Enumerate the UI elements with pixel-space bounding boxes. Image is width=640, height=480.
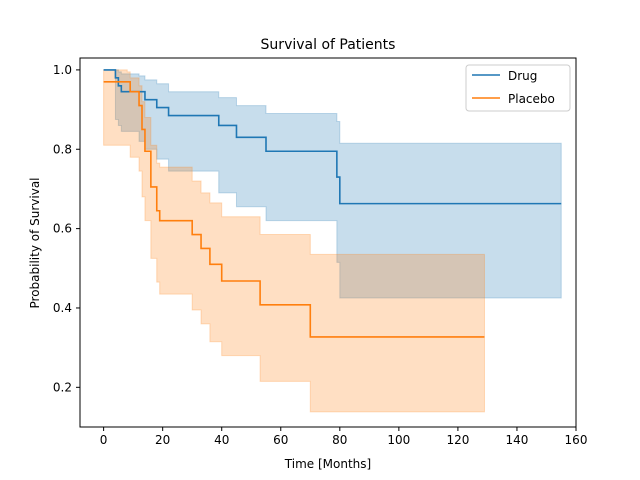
x-tick-label: 100 [387,433,410,447]
confidence-band-drug [103,69,562,299]
legend-label-drug: Drug [508,69,537,83]
axis-ticks: 0 20 40 60 80 100 120 140 160 0.2 0.4 0.6 0.8 1.0 [53,63,588,447]
survival-line-drug [103,69,562,205]
y-tick-label: 0.4 [53,301,72,315]
y-axis-label: Probability of Survival [28,177,42,308]
y-tick-label: 0.8 [53,142,72,156]
survival-line-placebo [103,81,485,338]
chart-title: Survival of Patients [261,37,396,53]
x-tick-label: 0 [100,433,108,447]
legend-box [465,64,571,112]
x-tick-label: 160 [565,433,588,447]
plot-area [103,69,562,413]
y-tick-label: 0.6 [53,222,72,236]
x-tick-label: 140 [505,433,528,447]
confidence-band-placebo [103,69,485,413]
x-tick-label: 20 [155,433,170,447]
axes-frame [79,57,577,428]
x-tick-label: 120 [446,433,469,447]
y-tick-label: 1.0 [53,63,72,77]
x-tick-label: 80 [332,433,347,447]
x-axis-label: Time [Months] [284,457,371,471]
y-tick-label: 0.2 [53,380,72,394]
legend: Drug Placebo [465,64,571,112]
x-tick-label: 40 [214,433,229,447]
x-tick-label: 60 [273,433,288,447]
legend-label-placebo: Placebo [508,92,555,106]
